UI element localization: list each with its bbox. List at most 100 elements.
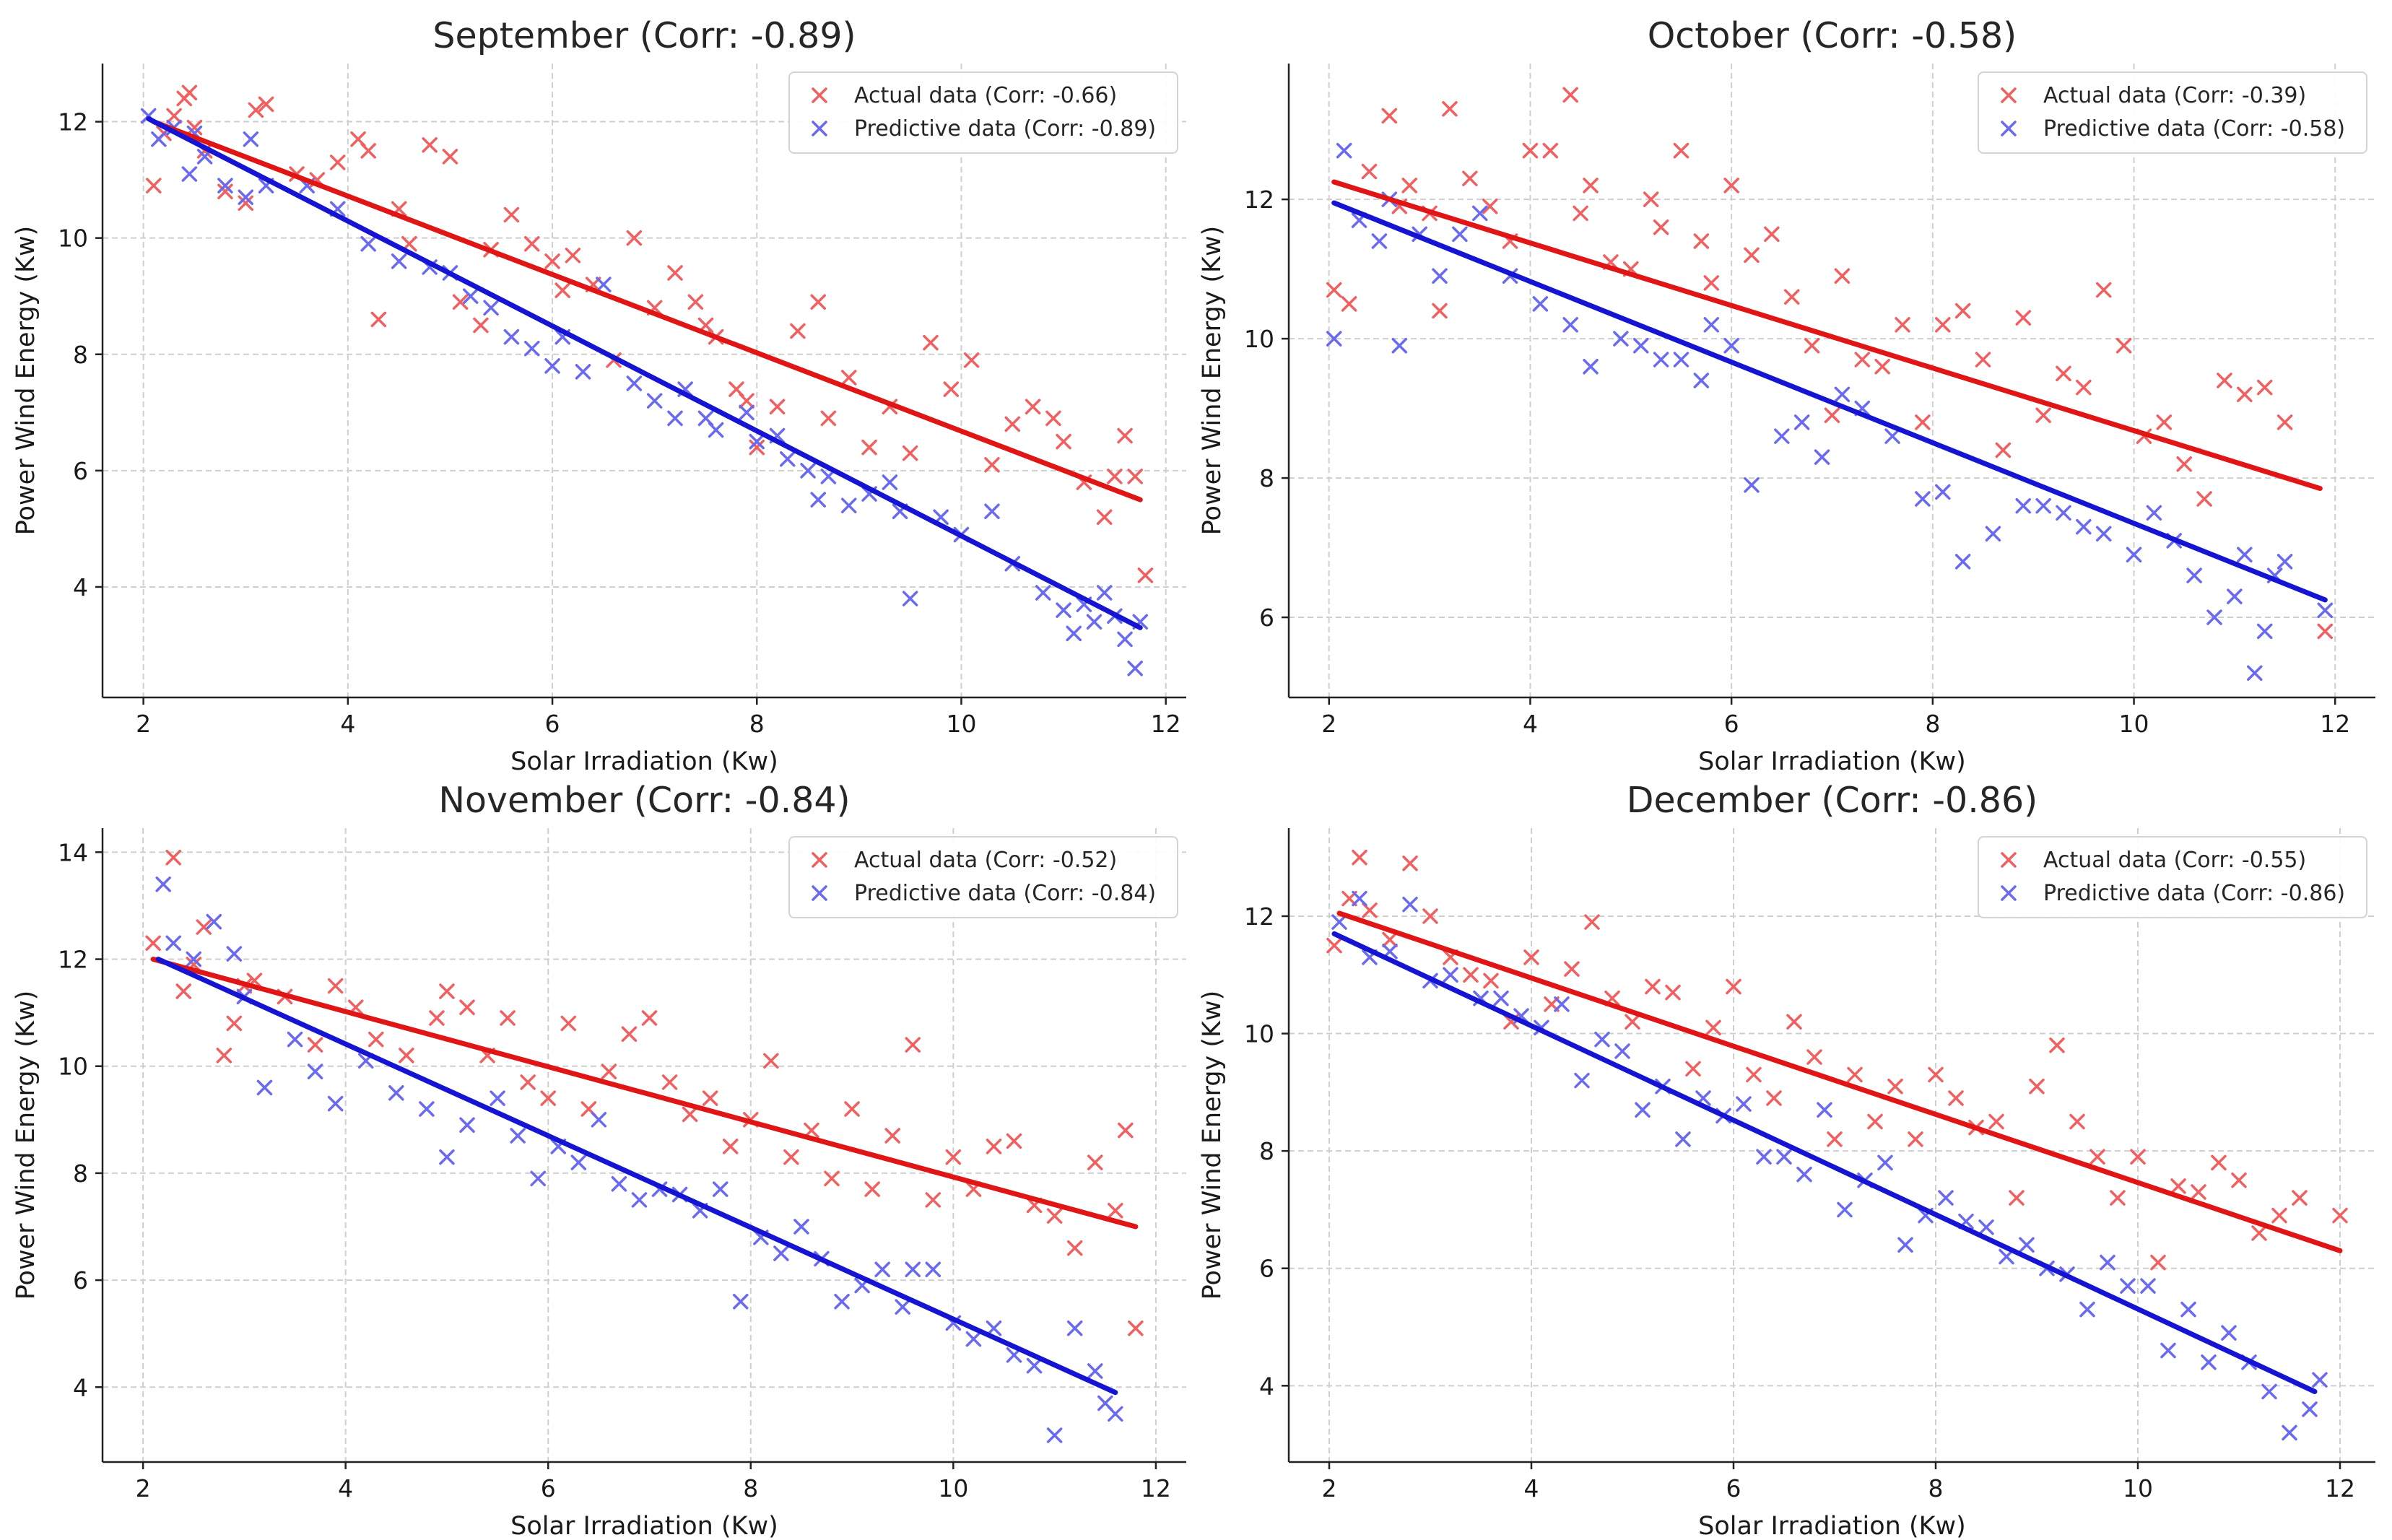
legend-label-actual: Actual data (Corr: -0.55)	[2043, 848, 2306, 873]
predictive-point	[1336, 142, 1352, 159]
predictive-point	[882, 474, 898, 490]
x-tick-label: 2	[1322, 1474, 1337, 1502]
grid-september	[103, 64, 1186, 697]
actual-point	[2196, 491, 2212, 507]
y-tick-label: 10	[1244, 1020, 1274, 1048]
predictive-point	[1331, 914, 1347, 930]
predictive-point	[800, 463, 816, 479]
actual-point	[1744, 247, 1760, 264]
actual-point	[2231, 1173, 2247, 1188]
predictive-point	[1632, 338, 1649, 354]
actual-point	[1326, 937, 1342, 954]
actual-point	[368, 1031, 384, 1048]
actual-point	[2015, 310, 2032, 326]
legend-marker-predictive	[812, 121, 827, 136]
actual-trend-line	[150, 957, 1139, 1230]
predictive-point	[1793, 414, 1810, 430]
actual-point	[687, 294, 704, 310]
actual-point	[1442, 100, 1458, 117]
y-axis-label: Power Wind Energy (Kw)	[1198, 991, 1227, 1300]
actual-point	[1128, 1321, 1144, 1336]
predictive-point	[1108, 1406, 1123, 1422]
actual-point	[2276, 414, 2293, 430]
legend-box	[788, 71, 1178, 154]
actual-point	[763, 1053, 779, 1069]
actual-point	[2332, 1207, 2348, 1224]
actual-point	[1645, 978, 1661, 995]
predictive-point	[611, 1175, 627, 1192]
predictive-point	[2100, 1254, 2115, 1271]
y-tick-label: 8	[73, 1160, 88, 1188]
actual-point	[844, 1101, 860, 1117]
actual-point	[1401, 178, 1417, 193]
predictive-point	[1066, 1321, 1083, 1336]
actual-point	[769, 399, 786, 414]
predictive-point	[1352, 890, 1367, 907]
actual-point	[1127, 469, 1143, 484]
actual-point	[1665, 984, 1681, 1001]
predictive-point	[1035, 585, 1051, 601]
actual-point	[2009, 1190, 2024, 1206]
actual-point	[1422, 908, 1438, 924]
predictive-series-november	[155, 876, 1123, 1443]
actual-point	[1361, 163, 1378, 180]
actual-point	[783, 1149, 799, 1165]
actual-point	[226, 1015, 243, 1032]
predictive-point	[226, 946, 243, 962]
legend-label-actual: Actual data (Corr: -0.39)	[2043, 83, 2306, 108]
actual-point	[2317, 623, 2334, 640]
predictive-point	[780, 451, 796, 467]
x-tick-label: 10	[938, 1474, 968, 1502]
y-tick-label: 4	[73, 1373, 88, 1401]
actual-point	[749, 439, 765, 456]
y-tick-label: 8	[1259, 1137, 1274, 1165]
actual-series-september	[146, 84, 1154, 583]
predictive-point	[1493, 991, 1509, 1006]
x-axis-label: Solar Irradiation (Kw)	[510, 747, 778, 776]
legend-marker-predictive	[2001, 885, 2017, 901]
predictive-series-december	[1331, 890, 2328, 1441]
actual-point	[500, 1010, 516, 1026]
actual-point	[1352, 849, 1367, 866]
predictive-point	[1562, 317, 1578, 333]
x-tick-label: 6	[545, 710, 560, 738]
actual-point	[1326, 282, 1342, 298]
predictive-point	[2276, 554, 2293, 570]
x-axis-label: Solar Irradiation (Kw)	[1698, 747, 1966, 776]
x-tick-label: 12	[1151, 710, 1181, 738]
predictive-point	[1675, 1131, 1691, 1147]
actual-point	[181, 84, 198, 101]
predictive-point	[1371, 233, 1388, 249]
predictive-point	[2256, 623, 2273, 640]
y-tick-label: 12	[1244, 902, 1274, 931]
actual-point	[196, 919, 212, 935]
actual-point	[217, 183, 233, 199]
predictive-point	[739, 404, 754, 421]
actual-point	[145, 935, 161, 952]
predictive-point	[626, 375, 643, 391]
y-tick-label: 6	[1259, 1255, 1274, 1283]
predictive-point	[708, 422, 724, 438]
actual-point	[626, 230, 643, 246]
actual-point	[2110, 1190, 2126, 1206]
actual-point	[1108, 1203, 1123, 1219]
actual-point	[1895, 317, 1910, 333]
actual-trend-line	[1336, 910, 2343, 1253]
legend-september: Actual data (Corr: -0.66) Predictive data…	[788, 71, 1178, 154]
predictive-point	[155, 876, 171, 892]
predictive-point	[2096, 526, 2112, 542]
actual-point	[2150, 1254, 2166, 1271]
predictive-point	[2312, 1372, 2328, 1388]
legend-marker-predictive	[2001, 121, 2017, 136]
x-tick-label: 8	[1928, 1474, 1944, 1502]
x-tick-label: 6	[1724, 710, 1739, 738]
actual-point	[1584, 914, 1600, 930]
y-tick-label: 6	[73, 1266, 88, 1295]
predictive-point	[596, 277, 612, 292]
actual-point	[360, 143, 376, 159]
predictive-point	[591, 1112, 607, 1128]
actual-point	[1867, 1113, 1883, 1130]
actual-point	[473, 317, 489, 334]
actual-point	[790, 323, 806, 339]
actual-point	[1975, 352, 1991, 367]
